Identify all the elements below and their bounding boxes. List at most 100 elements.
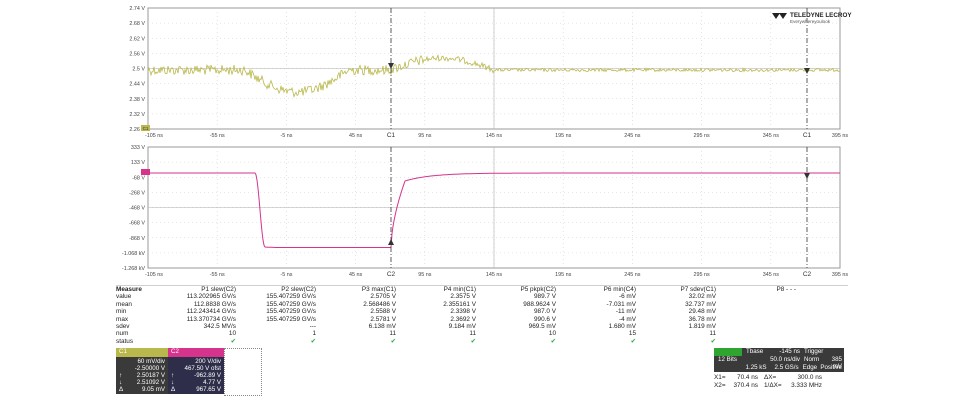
- timebase-cell: -145 ns: [779, 348, 800, 355]
- measure-col-header[interactable]: P7 sdev(C1): [680, 286, 716, 293]
- top-cursor-2-marker: [804, 68, 810, 74]
- measure-cell: 9.184 mV: [448, 322, 476, 330]
- y-tick-label: 2.32 V: [129, 112, 145, 118]
- measure-cell: 29.48 mV: [688, 308, 716, 316]
- measure-col-header[interactable]: P5 pkpk(C2): [520, 286, 556, 293]
- y-tick-label: 2.62 V: [129, 36, 145, 42]
- timebase-row-1: Tbase -145 ns Trigger: [718, 348, 842, 355]
- x-tick-label: 345 ns: [763, 272, 779, 278]
- timebase-trigger-descriptor[interactable]: Tbase -145 ns Trigger 12 Bits 50.0 ns/di…: [714, 348, 844, 372]
- y-tick-label: 2.26 V: [129, 127, 145, 133]
- timebase-cell: 12 Bits: [718, 356, 737, 363]
- c2-descriptor-tag: C2: [168, 348, 224, 357]
- measure-title: Measure: [116, 286, 142, 293]
- measure-row: num 10 1 11 11 10 15 11: [116, 330, 846, 337]
- y-tick-label: -868 V: [129, 236, 145, 242]
- measure-row: status ✔ ✔ ✔ ✔ ✔ ✔ ✔: [116, 338, 846, 345]
- measure-row: mean 112.8838 GV/s 155.407259 GV/s 2.568486…: [116, 301, 846, 308]
- c1-row: 60 mV/div: [119, 358, 165, 365]
- c1-row-key: ↑: [119, 372, 123, 379]
- measure-cell: [716, 323, 796, 330]
- c1-row: ↓ 2.51092 V: [119, 379, 165, 386]
- c2-row-key: Δ: [171, 386, 176, 393]
- measure-col-header[interactable]: P8 - - -: [776, 286, 796, 293]
- measure-cell: 10: [548, 330, 556, 338]
- c1-row-val: 2.50187 V: [136, 372, 165, 379]
- measure-row: min 112.243414 GV/s 155.407259 GV/s 2.5588 …: [116, 308, 846, 315]
- top-plot-x-labels: -105 ns -55 ns -5 ns 45 ns 95 ns 145 ns 195 ns…: [145, 133, 848, 139]
- c1-row: ↑ 2.50187 V: [119, 372, 165, 379]
- top-plot-y-labels: 2.74 V 2.68 V 2.62 V 2.56 V 2.5 V 2.44 V 2.38 …: [129, 6, 145, 133]
- cursor-value: 370.4 ns: [733, 382, 758, 389]
- top-cursor-1-marker: [388, 63, 394, 69]
- measure-col-header[interactable]: P1 slew(C2): [201, 286, 236, 293]
- y-tick-label: 2.38 V: [129, 97, 145, 103]
- timebase-cell: Norm: [804, 356, 820, 363]
- measure-row-label: status: [116, 337, 134, 345]
- measure-cell: ---: [309, 322, 316, 330]
- measure-col-header[interactable]: P6 min(C4): [603, 286, 636, 293]
- cursor-label: ΔX=: [764, 374, 777, 381]
- c1-ground-marker[interactable]: [141, 125, 150, 131]
- timebase-cell: [718, 364, 746, 371]
- c2-row-val: -962.89 V: [194, 372, 221, 379]
- c1-row-val: -2.50000 V: [134, 365, 165, 372]
- measure-cell: 1.680 mV: [608, 322, 636, 330]
- measure-cell: 2.355161 V: [443, 300, 476, 308]
- bottom-plot-grid: [148, 147, 840, 268]
- measure-col-header[interactable]: P4 min(C1): [443, 286, 476, 293]
- c2-row: 467.50 V ofst: [171, 365, 221, 372]
- y-tick-label: -68 V: [132, 175, 145, 181]
- timebase-cell: [718, 348, 746, 355]
- measure-cell: [716, 293, 796, 300]
- c2-row-key: ↓: [171, 379, 175, 386]
- x-tick-label: 95 ns: [418, 133, 431, 139]
- measure-cell: 342.5 MV/s: [203, 322, 236, 330]
- timebase-row-2: 12 Bits 50.0 ns/div Norm 385 mV: [718, 356, 842, 370]
- measure-header-row: Measure P1 slew(C2) P2 slew(C2) P3 max(C…: [116, 286, 846, 293]
- x-tick-label: 245 ns: [624, 272, 640, 278]
- y-tick-label: -268 V: [129, 190, 145, 196]
- measure-col-header[interactable]: P3 max(C1): [361, 286, 396, 293]
- empty-descriptor-slot[interactable]: [224, 348, 262, 396]
- x-tick-label: 45 ns: [349, 133, 362, 139]
- c2-row-val: 467.50 V ofst: [184, 365, 221, 372]
- cursor-value: 3.333 MHz: [791, 382, 822, 389]
- c2-waveform-trace: [148, 172, 840, 248]
- measure-cell: 969.5 mV: [528, 322, 556, 330]
- bottom-cursor-1-label: C2: [387, 271, 396, 278]
- measure-cell: 10: [228, 330, 236, 338]
- measure-row-label: sdev: [116, 322, 130, 330]
- c2-row-val: 4.77 V: [203, 379, 221, 386]
- measure-row-label: num: [116, 330, 129, 338]
- y-tick-label: -1.068 kV: [122, 251, 145, 257]
- timebase-cell: Tbase: [746, 348, 764, 355]
- measure-cell: 2.5781 V: [370, 315, 396, 323]
- c2-ground-marker[interactable]: [141, 169, 150, 175]
- x-tick-label: -5 ns: [280, 133, 292, 139]
- y-tick-label: 2.56 V: [129, 51, 145, 57]
- timebase-cell: Edge: [802, 364, 818, 371]
- bottom-plot-y-labels: 333 V 133 V -68 V -268 V -468 V -668 V -868 V -…: [122, 145, 145, 272]
- c2-row-val: 967.65 V: [196, 386, 221, 393]
- measure-row: value 113.202965 GV/s 155.407259 GV/s 2.570…: [116, 293, 846, 300]
- y-tick-label: 2.5 V: [132, 67, 145, 73]
- c1-channel-descriptor[interactable]: C1 60 mV/div -2.50000 V ↑ 2.50187 V ↓ 2.51…: [116, 348, 168, 394]
- top-cursor-2-label: C1: [803, 132, 812, 139]
- measure-row-label: max: [116, 315, 129, 323]
- x-tick-label: -5 ns: [280, 272, 292, 278]
- measure-cell: 6.138 mV: [368, 322, 396, 330]
- y-tick-label: -1.268 kV: [122, 266, 145, 272]
- measure-cell: -7.031 mV: [606, 300, 636, 308]
- measure-cell: 112.8838 GV/s: [193, 300, 236, 308]
- timebase-cell: 50.0 ns/div: [770, 356, 800, 363]
- c2-channel-descriptor[interactable]: C2 200 V/div 467.50 V ofst ↑ -962.89 V ↓ 4…: [168, 348, 224, 394]
- cursor-readout-row-1: X1= 70.4 ns ΔX= 300.0 ns: [714, 374, 844, 382]
- measure-col-header[interactable]: P2 slew(C2): [281, 286, 316, 293]
- measure-cell: 155.407259 GV/s: [266, 293, 316, 301]
- x-tick-label: -55 ns: [210, 272, 225, 278]
- measure-cell: [716, 316, 796, 323]
- measure-cell: 11: [469, 330, 476, 338]
- measure-cell: [716, 338, 796, 345]
- c1-descriptor-tag: C1: [116, 348, 168, 357]
